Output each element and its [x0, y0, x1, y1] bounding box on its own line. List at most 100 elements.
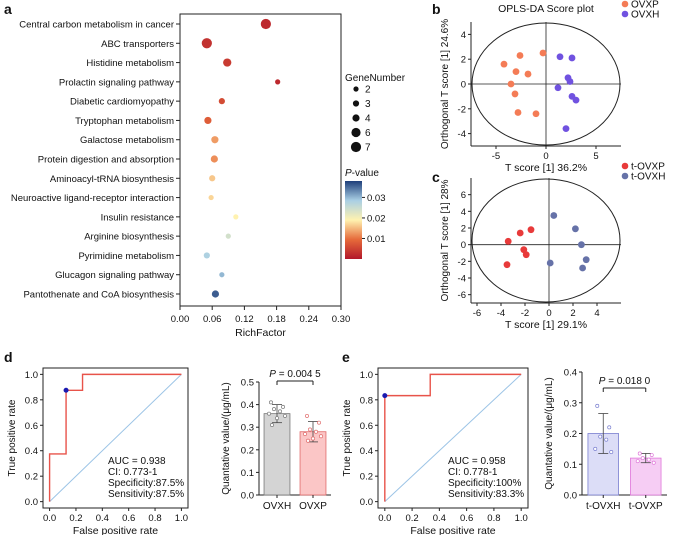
p-value-text: = 0.018 0	[605, 376, 650, 387]
x-tick-label: -5	[492, 151, 500, 162]
data-point	[308, 427, 312, 432]
data-point	[649, 453, 654, 457]
y-tick-label: 0.4	[241, 400, 254, 411]
p-italic: P	[345, 168, 352, 179]
data-point	[595, 403, 600, 408]
data-point	[319, 434, 323, 439]
y-tick-label: 0.6	[25, 421, 38, 432]
score-point-t-OVXH	[550, 212, 558, 219]
data-point	[640, 456, 645, 461]
size-legend-value: 7	[365, 143, 371, 154]
score-point-OVXH	[562, 125, 570, 133]
y-axis-label: Quantative value/(μg/mL)	[544, 377, 555, 489]
x-axis-label: RichFactor	[235, 327, 286, 339]
data-point	[270, 422, 274, 427]
x-tick-label: 1.0	[175, 513, 188, 524]
x-tick-label: t-OVXP	[629, 501, 663, 512]
pathway-bubble	[211, 136, 219, 144]
pathway-bubble	[233, 214, 239, 220]
y-tick-label: 0.4	[360, 446, 373, 457]
score-point-OVXH	[566, 78, 574, 85]
x-tick-label: 0.2	[69, 513, 82, 524]
x-tick-label: 4	[594, 308, 599, 319]
data-point	[637, 451, 642, 456]
x-tick-label: OVXH	[263, 501, 291, 512]
panel-c-opls-da-score-plot: 6 4 2 0 -2 -4 -6 -6 -4 -2 0 2 4 T score [1] 29.1% Orth…	[440, 162, 665, 332]
p-rest: -value	[352, 168, 380, 179]
pathway-bubble	[204, 116, 212, 125]
pathway-label: Arginine biosynthesis	[84, 232, 174, 243]
p-italic: P	[599, 376, 606, 387]
plot-frame	[179, 13, 342, 307]
y-tick-label: 2	[461, 55, 466, 66]
y-tick-label: 1.0	[25, 370, 38, 381]
panel-label-e: e	[342, 349, 350, 365]
x-tick-label: -2	[521, 308, 529, 319]
score-point-OVXP	[539, 49, 547, 57]
score-point-OVXP	[512, 68, 520, 75]
y-tick-label: 0.2	[564, 429, 577, 440]
panel-e-bar-chart: 0.0 0.1 0.2 0.3 0.4 Quantative value/(μg/mL) t…	[544, 368, 667, 512]
bar-OVXH	[263, 413, 291, 496]
p-value-annotation: P = 0.004 5	[269, 369, 321, 380]
optimal-cutoff-point	[63, 387, 69, 393]
legend-label-OVXP: OVXP	[631, 0, 659, 11]
roc-stat-line: AUC = 0.958	[448, 456, 506, 467]
confidence-ellipse	[471, 178, 621, 303]
data-point	[646, 457, 651, 462]
y-axis-label: True positive rate	[7, 399, 18, 476]
data-point	[317, 420, 321, 425]
pathway-bubble	[208, 194, 214, 201]
size-legend-dot	[351, 127, 361, 138]
x-axis-label: T score [1] 36.2%	[505, 162, 587, 174]
score-point-OVXP	[514, 109, 522, 116]
color-scale-bar	[345, 181, 362, 259]
x-tick-label: 0.24	[300, 314, 319, 325]
score-point-t-OVXP	[522, 251, 530, 259]
panel-d-bar-chart: 0.0 0.1 0.2 0.3 0.4 0.5 Quantative value/(μg/m…	[221, 369, 331, 512]
x-tick-label: 0.8	[487, 513, 500, 524]
pathway-bubble	[218, 98, 225, 105]
color-scale-label: 0.02	[367, 213, 386, 224]
data-point	[314, 429, 318, 434]
x-tick-label: 0.30	[332, 314, 351, 325]
size-legend-value: 6	[365, 128, 371, 139]
score-point-OVXH	[556, 53, 564, 61]
score-point-OVXP	[524, 70, 532, 78]
roc-curve	[384, 373, 522, 502]
x-tick-label: 0.18	[267, 314, 286, 325]
y-tick-label: -4	[458, 274, 466, 285]
x-tick-label: 0.0	[378, 513, 391, 524]
reference-diagonal	[49, 374, 182, 502]
reference-diagonal	[384, 373, 522, 503]
score-point-OVXP	[511, 90, 519, 98]
pathway-bubble	[209, 175, 216, 182]
y-axis-label: Quantative value/(μg/mL)	[221, 382, 232, 494]
y-tick-label: 0.0	[564, 491, 577, 502]
pathway-label: Prolactin signaling pathway	[59, 77, 174, 88]
optimal-cutoff-point	[382, 393, 388, 399]
pathway-label: Aminoacyl-tRNA biosynthesis	[50, 174, 174, 185]
pathway-bubble	[211, 290, 220, 298]
panel-label-a: a	[4, 1, 12, 17]
pathway-bubble	[203, 252, 210, 259]
data-point	[593, 446, 598, 451]
pathway-label: Histidine metabolism	[86, 58, 174, 69]
x-tick-label: 0.06	[203, 314, 222, 325]
size-legend-dot	[352, 114, 360, 122]
x-axis-label: T score [1] 29.1%	[505, 319, 587, 331]
panel-a-bubble-chart: Central carbon metabolism in cancer ABC t…	[11, 13, 406, 339]
y-tick-label: 0.3	[564, 398, 577, 409]
legend-marker-OVXH	[621, 10, 629, 18]
plot-frame	[377, 367, 529, 509]
color-scale-label: 0.01	[367, 234, 386, 245]
y-tick-label: 0.8	[25, 395, 38, 406]
y-tick-label: 0.0	[360, 497, 373, 508]
data-point	[278, 409, 282, 414]
data-point	[598, 434, 603, 439]
pathway-bubble	[210, 155, 218, 163]
confidence-ellipse	[471, 22, 621, 146]
x-axis-label: False positive rate	[73, 525, 158, 535]
y-tick-label: 0.3	[241, 423, 254, 434]
size-legend-dot	[352, 100, 360, 107]
